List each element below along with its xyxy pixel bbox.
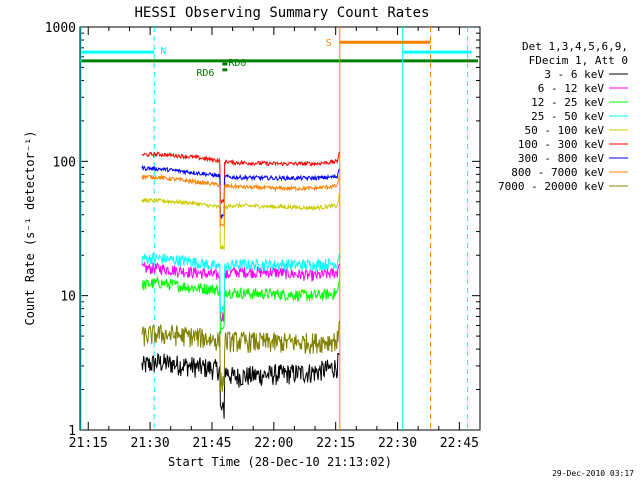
x-tick-label: 22:00 <box>254 436 293 451</box>
saa-s-flag-label: S <box>326 38 332 49</box>
series-line-4 <box>141 193 340 251</box>
chart-title: HESSI Observing Summary Count Rates <box>134 5 429 21</box>
legend-entry-label: 25 - 50 keV <box>531 110 604 123</box>
legend-entry-label: 6 - 12 keV <box>538 82 605 95</box>
night-flag-label: N <box>160 46 166 57</box>
y-tick-label: 100 <box>53 155 76 170</box>
legend-entry-label: 3 - 6 keV <box>544 68 604 81</box>
legend-header-line: FDecim 1, Att 0 <box>529 54 628 67</box>
series-line-0 <box>141 352 340 419</box>
rd-flag-mark <box>222 62 228 66</box>
x-tick-label: 21:15 <box>69 436 108 451</box>
rd-flag-mark <box>222 68 228 72</box>
y-axis-label: Count Rate (s⁻¹ detector⁻¹) <box>23 130 37 325</box>
series-line-7 <box>141 173 340 227</box>
x-tick-label: 22:15 <box>316 436 355 451</box>
plot-area: 1 10 100 1000 21:15 21:30 21:45 22:00 22:15 22:30… <box>45 21 481 451</box>
series-line-6 <box>141 164 340 219</box>
legend-header-line: Det 1,3,4,5,6,9, <box>522 40 628 53</box>
series-line-2 <box>141 276 340 335</box>
series-line-3 <box>141 252 340 314</box>
y-tick-label: 1 <box>68 424 76 439</box>
plot-frame <box>79 26 481 431</box>
series-line-8 <box>141 320 340 392</box>
series-line-1 <box>141 260 340 323</box>
series-line-5 <box>141 151 340 204</box>
legend-entry-label: 100 - 300 keV <box>518 138 604 151</box>
legend-entry-label: 50 - 100 keV <box>525 124 605 137</box>
x-axis-label: Start Time (28-Dec-10 21:13:02) <box>168 455 392 469</box>
x-tick-label: 22:45 <box>440 436 479 451</box>
x-tick-label: 21:45 <box>192 436 231 451</box>
legend-entry-label: 300 - 800 keV <box>518 152 604 165</box>
legend-entry-label: 800 - 7000 keV <box>511 166 604 179</box>
x-tick-label: 22:30 <box>378 436 417 451</box>
legend-header: Det 1,3,4,5,6,9,FDecim 1, Att 0 <box>522 40 628 67</box>
rd-flag-label: RD0 <box>228 58 246 69</box>
legend-entry-label: 12 - 25 keV <box>531 96 604 109</box>
x-tick-label: 21:30 <box>131 436 170 451</box>
y-tick-label: 10 <box>60 290 76 305</box>
y-tick-label: 1000 <box>45 21 76 36</box>
footer-timestamp: 29-Dec-2010 03:17 <box>552 469 634 478</box>
rd-flag-label: RD6 <box>196 68 214 79</box>
legend-entry-label: 7000 - 20000 keV <box>498 180 604 193</box>
